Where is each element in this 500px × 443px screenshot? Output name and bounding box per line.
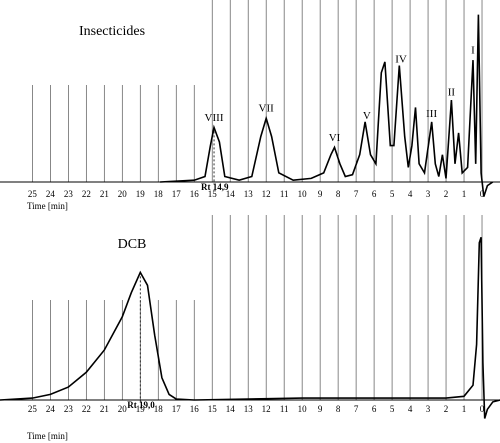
x-tick-label: 25 [28, 404, 38, 414]
x-tick-label: 13 [244, 404, 254, 414]
trace [160, 14, 494, 197]
rt-label: Rt 19,0 [127, 400, 155, 410]
x-tick-label: 16 [190, 189, 200, 199]
x-tick-label: 22 [82, 189, 91, 199]
x-axis-label: Time [min] [27, 431, 68, 441]
x-tick-label: 21 [100, 189, 109, 199]
x-tick-label: 2 [444, 189, 449, 199]
x-tick-label: 5 [390, 189, 395, 199]
x-tick-label: 0 [480, 189, 485, 199]
peak-label: V [363, 110, 371, 122]
x-tick-label: 25 [28, 189, 38, 199]
x-tick-label: 3 [426, 404, 431, 414]
peak-label: IV [395, 54, 407, 66]
trace [0, 236, 500, 419]
x-tick-label: 11 [280, 404, 289, 414]
x-tick-label: 18 [154, 404, 164, 414]
x-tick-label: 12 [262, 404, 271, 414]
x-tick-label: 17 [172, 404, 182, 414]
peak-label: VIII [205, 112, 224, 124]
x-tick-label: 15 [208, 189, 218, 199]
x-tick-label: 11 [280, 189, 289, 199]
x-tick-label: 6 [372, 189, 377, 199]
x-tick-label: 9 [318, 404, 323, 414]
rt-label: Rt 14,9 [201, 182, 229, 192]
x-tick-label: 20 [118, 189, 128, 199]
x-tick-label: 23 [64, 404, 74, 414]
panel-title: DCB [118, 237, 147, 252]
x-tick-label: 5 [390, 404, 395, 414]
x-tick-label: 19 [136, 189, 146, 199]
peak-label: III [426, 108, 437, 120]
x-tick-label: 19 [136, 404, 146, 414]
x-tick-label: 15 [208, 404, 218, 414]
x-tick-label: 7 [354, 404, 359, 414]
x-tick-label: 24 [46, 404, 56, 414]
x-tick-label: 13 [244, 189, 254, 199]
x-tick-label: 4 [408, 189, 413, 199]
panel-title: Insecticides [79, 24, 145, 39]
x-tick-label: 3 [426, 189, 431, 199]
x-tick-label: 23 [64, 189, 74, 199]
peak-label: VI [329, 132, 341, 144]
x-tick-label: 10 [298, 189, 308, 199]
x-tick-label: 22 [82, 404, 91, 414]
peak-label: II [448, 86, 456, 98]
x-tick-label: 6 [372, 404, 377, 414]
x-tick-label: 16 [190, 404, 200, 414]
x-tick-label: 20 [118, 404, 128, 414]
x-tick-label: 0 [480, 404, 485, 414]
x-tick-label: 18 [154, 189, 164, 199]
x-tick-label: 21 [100, 404, 109, 414]
x-tick-label: 14 [226, 189, 236, 199]
x-tick-label: 10 [298, 404, 308, 414]
x-tick-label: 14 [226, 404, 236, 414]
x-tick-label: 9 [318, 189, 323, 199]
x-tick-label: 1 [462, 189, 467, 199]
x-tick-label: 4 [408, 404, 413, 414]
x-axis-label: Time [min] [27, 201, 68, 211]
x-tick-label: 8 [336, 404, 341, 414]
x-tick-label: 17 [172, 189, 182, 199]
x-tick-label: 1 [462, 404, 467, 414]
x-tick-label: 24 [46, 189, 56, 199]
peak-label: VII [259, 103, 275, 115]
x-tick-label: 7 [354, 189, 359, 199]
x-tick-label: 12 [262, 189, 271, 199]
x-tick-label: 2 [444, 404, 449, 414]
peak-label: I [471, 44, 475, 56]
x-tick-label: 8 [336, 189, 341, 199]
